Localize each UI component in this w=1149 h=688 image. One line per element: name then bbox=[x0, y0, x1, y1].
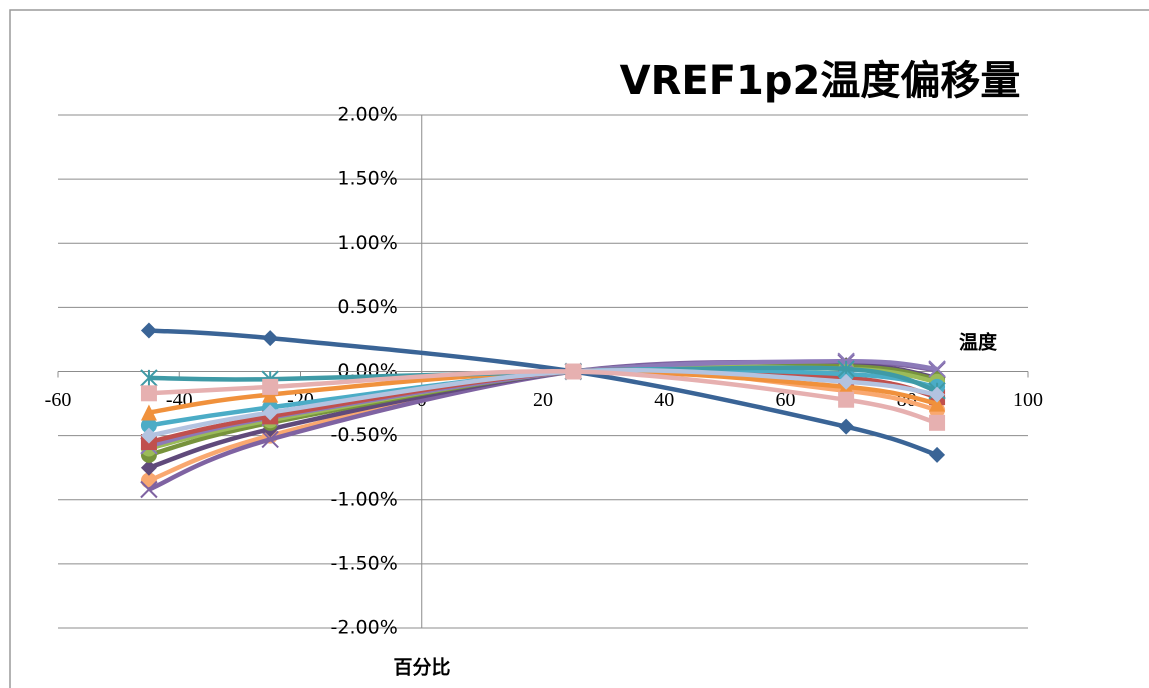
marker bbox=[929, 386, 946, 403]
marker bbox=[140, 427, 157, 444]
marker bbox=[140, 459, 157, 476]
x-tick-label: -60 bbox=[45, 389, 72, 411]
x-tick-label: 40 bbox=[654, 389, 674, 411]
y-tick-label: 0.50% bbox=[337, 296, 397, 318]
marker bbox=[140, 404, 157, 421]
marker bbox=[140, 480, 158, 499]
marker bbox=[261, 430, 279, 449]
y-tick-label: -1.50% bbox=[331, 552, 398, 574]
y-tick-label: 1.00% bbox=[337, 232, 397, 254]
marker bbox=[565, 363, 582, 380]
x-tick-label: 20 bbox=[533, 389, 553, 411]
marker bbox=[838, 391, 855, 408]
marker bbox=[929, 395, 946, 412]
y-axis-title: 百分比 bbox=[393, 657, 450, 679]
y-tick-label: 1.50% bbox=[337, 168, 397, 190]
y-tick-label: -1.00% bbox=[331, 488, 398, 510]
marker bbox=[140, 385, 157, 402]
y-tick-label: -0.50% bbox=[331, 424, 398, 446]
marker bbox=[140, 417, 157, 434]
marker bbox=[262, 378, 279, 395]
marker bbox=[140, 369, 158, 387]
x-tick-label: 60 bbox=[776, 389, 796, 411]
y-tick-label: -2.00% bbox=[331, 617, 398, 639]
x-axis-title: 温度 bbox=[959, 331, 998, 354]
marker bbox=[262, 404, 279, 421]
chart-title: VREF1p2温度偏移量 bbox=[620, 58, 1021, 104]
marker bbox=[929, 446, 946, 463]
x-tick-label: 100 bbox=[1013, 389, 1043, 411]
chart-frame bbox=[9, 9, 1149, 688]
marker bbox=[262, 330, 279, 347]
marker bbox=[838, 373, 855, 390]
marker bbox=[140, 322, 157, 339]
marker bbox=[838, 418, 855, 435]
marker bbox=[929, 414, 946, 431]
marker bbox=[928, 360, 946, 378]
y-tick-label: 2.00% bbox=[337, 104, 397, 126]
